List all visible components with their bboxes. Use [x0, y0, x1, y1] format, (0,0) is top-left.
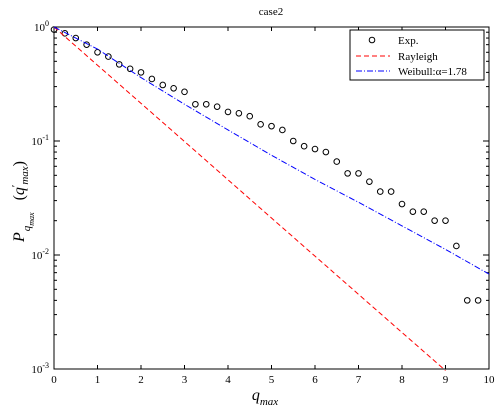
legend-marker-exp — [368, 36, 376, 44]
data-point-exp — [409, 208, 417, 215]
x-tick-label: 2 — [138, 374, 144, 386]
plot-area — [50, 26, 490, 371]
y-axis: 10-3 10-2 10-1 100 — [31, 19, 489, 376]
x-tick-label: 5 — [269, 374, 275, 386]
data-point-exp — [279, 126, 286, 134]
data-point-exp — [192, 100, 199, 108]
data-point-exp — [387, 188, 395, 195]
data-point-exp — [268, 122, 275, 130]
y-tick-label: 10-2 — [31, 247, 49, 262]
legend: Exp. Rayleigh Weibull:α=1.78 — [349, 29, 485, 81]
series-line-rayleigh — [53, 26, 446, 371]
x-tick-label: 6 — [312, 374, 318, 386]
data-point-exp — [213, 103, 221, 110]
data-point-exp — [72, 34, 80, 42]
data-point-exp — [463, 297, 471, 304]
data-point-exp — [235, 109, 243, 117]
data-point-exp — [224, 108, 232, 116]
x-tick-label: 3 — [182, 374, 188, 386]
x-axis-label: qmax — [252, 387, 278, 408]
legend-box — [349, 29, 485, 81]
data-point-exp — [376, 188, 384, 195]
data-point-exp — [246, 112, 254, 120]
data-point-exp — [83, 41, 90, 48]
data-point-exp — [170, 84, 177, 92]
x-tick-label: 8 — [399, 374, 405, 386]
legend-label-rayleigh: Rayleigh — [398, 51, 438, 63]
data-point-exp — [474, 297, 482, 304]
data-point-exp — [94, 48, 101, 56]
y-tick-label: 10-3 — [31, 361, 49, 376]
data-point-exp — [105, 53, 112, 60]
data-point-exp — [420, 208, 428, 215]
data-point-exp — [126, 65, 134, 73]
data-point-exp — [431, 217, 438, 224]
x-tick-label: 4 — [225, 374, 231, 386]
y-axis-label: Pqmax(q′max) — [10, 161, 36, 243]
data-point-exp — [202, 100, 210, 108]
data-point-exp — [148, 75, 156, 83]
data-point-exp — [442, 217, 449, 224]
data-point-exp — [344, 170, 351, 177]
legend-label-weibull: Weibull:α=1.78 — [398, 66, 467, 78]
x-tick-label: 9 — [443, 374, 449, 386]
data-point-exp — [311, 145, 319, 153]
data-point-exp — [289, 137, 297, 145]
x-tick-label: 10 — [484, 374, 496, 386]
data-point-exp — [366, 178, 373, 185]
data-point-exp — [181, 88, 188, 96]
data-point-exp — [398, 200, 406, 208]
x-axis: 0 1 2 3 4 5 6 7 8 9 10 — [51, 27, 495, 386]
data-point-exp — [159, 81, 167, 89]
data-point-exp — [355, 170, 362, 177]
y-tick-label: 10-1 — [31, 133, 49, 148]
svg-text:Pqmax(q′max): Pqmax(q′max) — [10, 161, 36, 243]
x-tick-label: 7 — [356, 374, 362, 386]
legend-label-exp: Exp. — [398, 35, 419, 47]
data-point-exp — [137, 69, 145, 76]
data-point-exp — [300, 142, 308, 150]
data-point-exp — [333, 158, 341, 165]
data-point-exp — [257, 121, 264, 128]
chart-title: case2 — [259, 6, 283, 18]
y-tick-label: 100 — [34, 19, 49, 34]
data-point-exp — [453, 242, 460, 250]
x-tick-label: 0 — [51, 374, 57, 386]
data-point-exp — [322, 148, 330, 156]
x-tick-label: 1 — [95, 374, 101, 386]
data-point-exp — [115, 61, 123, 68]
data-point-exp — [61, 30, 69, 37]
